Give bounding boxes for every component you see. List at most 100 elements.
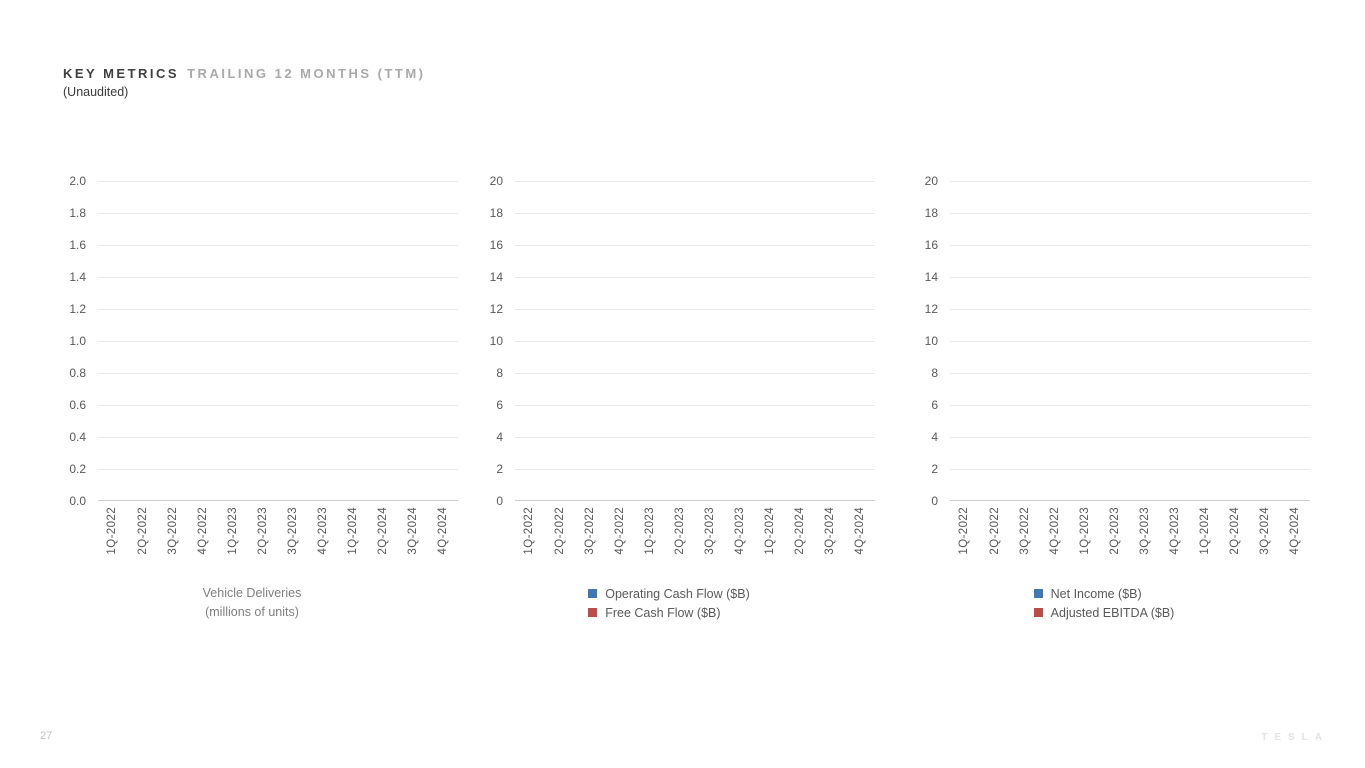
chart-legend: Net Income ($B) Adjusted EBITDA ($B) (898, 584, 1310, 622)
legend-item: Operating Cash Flow ($B) (588, 584, 750, 603)
gridline (515, 245, 875, 246)
x-axis-tick-label: 2Q-2024 (376, 507, 389, 555)
legend-item: Free Cash Flow ($B) (588, 603, 721, 622)
gridline (950, 405, 1310, 406)
y-axis-tick-label: 6 (931, 398, 938, 412)
plot-area (98, 181, 458, 501)
page-title-primary: KEY METRICS (63, 66, 180, 81)
plot-area (950, 181, 1310, 501)
page-title: KEY METRICS TRAILING 12 MONTHS (TTM) (63, 66, 426, 81)
chart-vehicle-deliveries: 2.0 1.8 1.6 1.4 1.2 1.0 0.8 0.6 0.4 0.2 0.0 1Q-202… (46, 175, 458, 621)
chart-plot-row: 20 18 16 14 12 10 8 6 4 2 0 (898, 175, 1310, 507)
x-axis: 1Q-2022 2Q-2022 3Q-2022 4Q-2022 1Q-2023 2Q-20… (950, 507, 1310, 571)
gridline (98, 405, 458, 406)
x-axis-tick-label: 3Q-2024 (406, 507, 419, 555)
y-axis-tick-label: 8 (496, 366, 503, 380)
y-axis-tick-label: 1.6 (69, 238, 86, 252)
gridline (98, 245, 458, 246)
legend-items: Operating Cash Flow ($B) Free Cash Flow (… (588, 584, 750, 622)
chart-plot-row: 20 18 16 14 12 10 8 6 4 2 0 (463, 175, 875, 507)
x-axis-tick-label: 4Q-2022 (1048, 507, 1061, 555)
page-number: 27 (40, 730, 53, 742)
y-axis-tick-label: 0.6 (69, 398, 86, 412)
gridline (950, 213, 1310, 214)
x-axis-tick-label: 4Q-2024 (1288, 507, 1301, 555)
x-axis-tick-label: 1Q-2022 (958, 507, 971, 555)
chart-caption: Vehicle Deliveries (millions of units) (46, 584, 458, 621)
gridline (98, 469, 458, 470)
y-axis: 20 18 16 14 12 10 8 6 4 2 0 (463, 175, 503, 507)
gridline (98, 181, 458, 182)
x-axis-tick-label: 4Q-2024 (853, 507, 866, 555)
x-axis-tick-label: 4Q-2024 (436, 507, 449, 555)
y-axis-tick-label: 10 (489, 334, 503, 348)
x-axis: 1Q-2022 2Q-2022 3Q-2022 4Q-2022 1Q-2023 2Q-20… (515, 507, 875, 571)
gridline (515, 181, 875, 182)
y-axis-tick-label: 20 (924, 174, 938, 188)
y-axis-tick-label: 4 (496, 430, 503, 444)
y-axis-tick-label: 8 (931, 366, 938, 380)
y-axis-tick-label: 10 (924, 334, 938, 348)
y-axis-tick-label: 0.0 (69, 494, 86, 508)
x-axis-tick-label: 2Q-2022 (136, 507, 149, 555)
gridline (950, 181, 1310, 182)
gridline (950, 341, 1310, 342)
legend-label: Free Cash Flow ($B) (605, 605, 721, 620)
y-axis: 20 18 16 14 12 10 8 6 4 2 0 (898, 175, 938, 507)
x-axis-tick-label: 3Q-2024 (823, 507, 836, 555)
x-axis-line (950, 500, 1310, 501)
x-axis-tick-label: 1Q-2023 (226, 507, 239, 555)
y-axis-tick-label: 1.2 (69, 302, 86, 316)
x-axis-tick-label: 2Q-2024 (793, 507, 806, 555)
x-axis-tick-label: 3Q-2024 (1258, 507, 1271, 555)
x-axis-tick-label: 3Q-2023 (1138, 507, 1151, 555)
x-axis-tick-label: 3Q-2023 (703, 507, 716, 555)
x-axis-tick-label: 1Q-2024 (763, 507, 776, 555)
gridline (515, 373, 875, 374)
y-axis-tick-label: 0.2 (69, 462, 86, 476)
x-axis-tick-label: 4Q-2022 (613, 507, 626, 555)
y-axis-tick-label: 2.0 (69, 174, 86, 188)
x-axis-tick-label: 3Q-2023 (286, 507, 299, 555)
chart-caption-line: Vehicle Deliveries (202, 586, 302, 600)
slide-header: KEY METRICS TRAILING 12 MONTHS (TTM) (Una… (63, 66, 426, 99)
legend-items: Net Income ($B) Adjusted EBITDA ($B) (1033, 584, 1175, 622)
x-axis-line (98, 500, 458, 501)
y-axis-tick-label: 20 (489, 174, 503, 188)
y-axis: 2.0 1.8 1.6 1.4 1.2 1.0 0.8 0.6 0.4 0.2 0.0 (46, 175, 86, 507)
tesla-logo: TESLA (1261, 732, 1329, 743)
x-axis-tick-label: 2Q-2024 (1228, 507, 1241, 555)
chart-legend: Operating Cash Flow ($B) Free Cash Flow (… (463, 584, 875, 622)
x-axis-tick-label: 4Q-2023 (316, 507, 329, 555)
y-axis-tick-label: 16 (489, 238, 503, 252)
x-axis-tick-label: 3Q-2022 (166, 507, 179, 555)
y-axis-tick-label: 1.4 (69, 270, 86, 284)
x-axis-tick-label: 1Q-2022 (106, 507, 119, 555)
gridline (950, 309, 1310, 310)
x-axis-line (515, 500, 875, 501)
x-axis-tick-label: 3Q-2022 (583, 507, 596, 555)
gridline (950, 245, 1310, 246)
y-axis-tick-label: 1.0 (69, 334, 86, 348)
gridline (515, 437, 875, 438)
legend-label: Net Income ($B) (1050, 586, 1142, 601)
y-axis-tick-label: 6 (496, 398, 503, 412)
gridline (98, 437, 458, 438)
gridline (515, 405, 875, 406)
y-axis-tick-label: 18 (924, 206, 938, 220)
chart-caption-line: (millions of units) (205, 604, 299, 619)
x-axis: 1Q-2022 2Q-2022 3Q-2022 4Q-2022 1Q-2023 2Q-20… (98, 507, 458, 571)
x-axis-tick-label: 1Q-2022 (523, 507, 536, 555)
legend-swatch-icon (588, 589, 598, 598)
x-axis-tick-label: 1Q-2024 (346, 507, 359, 555)
x-axis-tick-label: 4Q-2023 (733, 507, 746, 555)
gridline (950, 373, 1310, 374)
legend-swatch-icon (1033, 589, 1043, 598)
y-axis-tick-label: 0.4 (69, 430, 86, 444)
y-axis-tick-label: 2 (931, 462, 938, 476)
gridline (515, 469, 875, 470)
legend-label: Adjusted EBITDA ($B) (1050, 605, 1175, 620)
y-axis-tick-label: 0 (931, 494, 938, 508)
x-axis-tick-label: 4Q-2022 (196, 507, 209, 555)
chart-cash-flow: 20 18 16 14 12 10 8 6 4 2 0 1Q-2022 2Q-2022 3Q-2022 4… (463, 175, 875, 622)
